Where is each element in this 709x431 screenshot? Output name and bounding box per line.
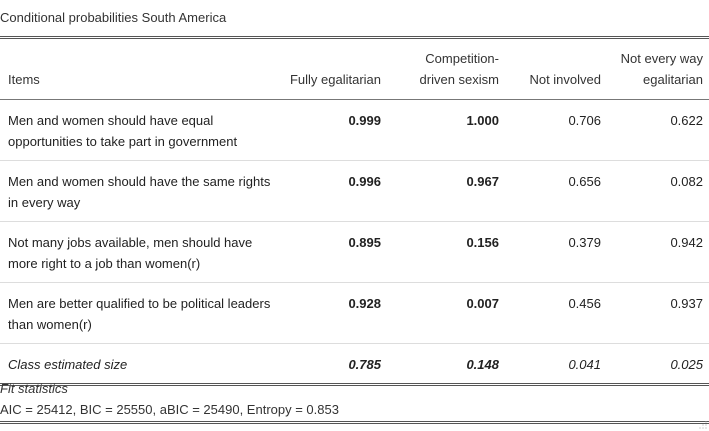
header-not-every-way-line1: Not every way bbox=[620, 51, 703, 66]
resize-grip-icon[interactable] bbox=[699, 421, 707, 429]
table-caption: Conditional probabilities South America bbox=[0, 10, 227, 25]
item-label: Men and women should have equal opportun… bbox=[0, 99, 280, 161]
value-not-every-way-egalitarian: 0.937 bbox=[607, 282, 709, 344]
size-not-every-way-egalitarian: 0.025 bbox=[607, 343, 709, 386]
table-row: Not many jobs available, men should have… bbox=[0, 221, 709, 283]
header-not-every-way-egalitarian: Not every way egalitarian bbox=[607, 38, 709, 100]
table-row: Men and women should have the same right… bbox=[0, 160, 709, 222]
header-not-involved: Not involved bbox=[529, 72, 601, 87]
item-label: Men are better qualified to be political… bbox=[0, 282, 280, 344]
table-row: Men and women should have equal opportun… bbox=[0, 99, 709, 161]
value-competition-driven-sexism: 1.000 bbox=[387, 99, 505, 161]
class-size-row: Class estimated size 0.785 0.148 0.041 0… bbox=[0, 343, 709, 386]
table-footer: Fit statistics AIC = 25412, BIC = 25550,… bbox=[0, 378, 709, 424]
fit-statistics-title: Fit statistics bbox=[0, 381, 68, 396]
value-not-every-way-egalitarian: 0.622 bbox=[607, 99, 709, 161]
header-row: Items Fully egalitarian Competition- dri… bbox=[0, 37, 709, 100]
header-not-every-way-line2: egalitarian bbox=[643, 72, 703, 87]
header-competition-driven-sexism: Competition- driven sexism bbox=[387, 38, 505, 100]
size-fully-egalitarian: 0.785 bbox=[280, 343, 387, 386]
header-competition-line2: driven sexism bbox=[419, 72, 499, 87]
size-not-involved: 0.041 bbox=[505, 343, 607, 386]
value-not-involved: 0.379 bbox=[505, 221, 607, 283]
item-label: Not many jobs available, men should have… bbox=[0, 221, 280, 283]
value-fully-egalitarian: 0.999 bbox=[280, 99, 387, 161]
value-fully-egalitarian: 0.895 bbox=[280, 221, 387, 283]
value-competition-driven-sexism: 0.156 bbox=[387, 221, 505, 283]
probability-table-container: Items Fully egalitarian Competition- dri… bbox=[0, 36, 709, 386]
size-competition-driven-sexism: 0.148 bbox=[387, 343, 505, 386]
table-body: Men and women should have equal opportun… bbox=[0, 99, 709, 386]
probability-table: Items Fully egalitarian Competition- dri… bbox=[0, 36, 709, 386]
value-fully-egalitarian: 0.996 bbox=[280, 160, 387, 222]
value-not-involved: 0.456 bbox=[505, 282, 607, 344]
value-not-every-way-egalitarian: 0.082 bbox=[607, 160, 709, 222]
value-not-involved: 0.706 bbox=[505, 99, 607, 161]
value-not-every-way-egalitarian: 0.942 bbox=[607, 221, 709, 283]
table-row: Men are better qualified to be political… bbox=[0, 282, 709, 344]
header-fully-egalitarian: Fully egalitarian bbox=[289, 72, 381, 87]
value-fully-egalitarian: 0.928 bbox=[280, 282, 387, 344]
header-items: Items bbox=[8, 72, 40, 87]
value-competition-driven-sexism: 0.967 bbox=[387, 160, 505, 222]
table-header: Items Fully egalitarian Competition- dri… bbox=[0, 37, 709, 100]
header-competition-line1: Competition- bbox=[425, 51, 499, 66]
fit-statistics-values: AIC = 25412, BIC = 25550, aBIC = 25490, … bbox=[0, 399, 709, 424]
class-size-label: Class estimated size bbox=[0, 343, 280, 386]
value-competition-driven-sexism: 0.007 bbox=[387, 282, 505, 344]
value-not-involved: 0.656 bbox=[505, 160, 607, 222]
item-label: Men and women should have the same right… bbox=[0, 160, 280, 222]
